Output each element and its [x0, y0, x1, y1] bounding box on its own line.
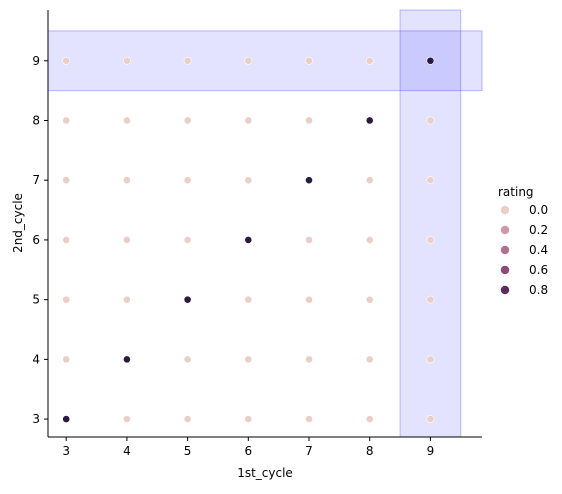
legend-entries: 0.0 0.2 0.4 0.6 0.8 [500, 203, 548, 297]
scatter-point [183, 116, 192, 125]
scatter-point [123, 415, 131, 423]
scatter-point [244, 415, 253, 423]
scatter-point [426, 415, 435, 423]
legend-label: 0.8 [529, 283, 548, 297]
y-tick-label: 9 [32, 54, 40, 68]
scatter-point [426, 176, 435, 185]
legend: rating 0.0 0.2 0.4 0.6 0.8 [498, 185, 548, 297]
scatter-point [426, 295, 435, 304]
legend-label: 0.2 [529, 223, 548, 237]
scatter-point [123, 116, 131, 125]
scatter-point [62, 116, 71, 125]
scatter-point [123, 56, 131, 65]
legend-label: 0.0 [529, 203, 548, 217]
scatter-point [305, 415, 313, 423]
scatter-point [365, 415, 374, 423]
axis-ticks: 3 4 5 6 7 8 9 3 4 5 6 7 8 9 [32, 54, 434, 458]
y-tick-label: 5 [32, 293, 40, 307]
highlight-bands [47, 9, 483, 438]
legend-label: 0.4 [529, 243, 548, 257]
scatter-point [62, 176, 71, 185]
x-tick-label: 3 [62, 444, 70, 458]
scatter-point [244, 295, 253, 304]
scatter-point [62, 56, 71, 65]
scatter-point [123, 295, 131, 304]
scatter-point [123, 355, 131, 364]
scatter-point [244, 56, 253, 65]
legend-marker [500, 245, 510, 255]
scatter-point [244, 116, 253, 125]
scatter-point [365, 236, 374, 244]
scatter-point [305, 295, 313, 304]
scatter-point [62, 295, 71, 304]
y-tick-label: 3 [32, 412, 40, 426]
x-tick-label: 7 [305, 444, 313, 458]
scatter-point [305, 236, 313, 244]
scatter-point [244, 176, 253, 185]
x-axis-label: 1st_cycle [237, 466, 293, 480]
scatter-point [62, 415, 71, 423]
highlight-band-y [47, 30, 483, 92]
scatter-point [365, 295, 374, 304]
scatter-point [62, 355, 71, 364]
scatter-point [426, 355, 435, 364]
scatter-point [123, 176, 131, 185]
scatter-point [365, 56, 374, 65]
scatter-point [183, 176, 192, 185]
legend-label: 0.6 [529, 263, 548, 277]
legend-marker [500, 265, 510, 275]
scatter-point [183, 236, 192, 244]
scatter-point [183, 295, 192, 304]
legend-marker [500, 225, 510, 235]
scatter-point [426, 56, 435, 65]
scatter-point [426, 116, 435, 125]
x-tick-label: 8 [366, 444, 374, 458]
y-axis-label: 2nd_cycle [11, 193, 25, 253]
scatter-point [305, 56, 313, 65]
scatter-point [244, 355, 253, 364]
scatter-point [305, 116, 313, 125]
scatter-point [244, 236, 253, 244]
legend-marker [500, 205, 510, 215]
scatter-point [365, 176, 374, 185]
y-tick-label: 6 [32, 233, 40, 247]
scatter-point [365, 355, 374, 364]
legend-title: rating [498, 185, 534, 199]
y-tick-label: 7 [32, 173, 40, 187]
axes [47, 10, 482, 438]
x-tick-label: 9 [427, 444, 435, 458]
y-tick-label: 8 [32, 113, 40, 127]
scatter-point [365, 116, 374, 125]
scatter-point [183, 56, 192, 65]
scatter-point [426, 236, 435, 244]
scatter-point [305, 355, 313, 364]
scatter-point [305, 176, 313, 185]
x-tick-label: 6 [244, 444, 252, 458]
scatter-points [62, 56, 435, 423]
x-tick-label: 4 [123, 444, 131, 458]
legend-marker [500, 285, 510, 295]
scatter-point [183, 355, 192, 364]
scatter-point [183, 415, 192, 423]
x-tick-label: 5 [184, 444, 192, 458]
y-tick-label: 4 [32, 352, 40, 366]
scatter-point [62, 236, 71, 244]
highlight-band-x [399, 9, 462, 438]
scatter-point [123, 236, 131, 244]
